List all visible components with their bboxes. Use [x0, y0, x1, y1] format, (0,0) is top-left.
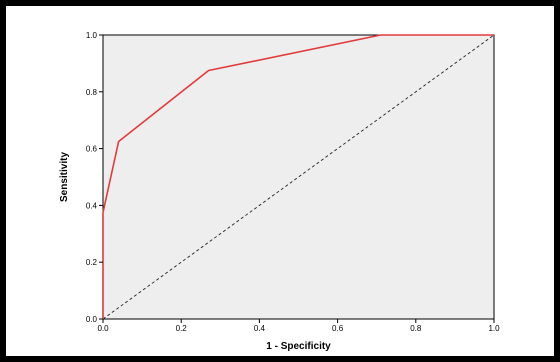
y-tick-label: 0.2	[86, 258, 98, 267]
x-tick-label: 0.6	[332, 324, 344, 333]
reference-line-layer	[102, 34, 495, 320]
roc-curve-layer	[102, 34, 494, 319]
y-tick-label: 0.6	[86, 145, 98, 154]
x-tick-label: 0.0	[97, 324, 109, 333]
y-axis-title: Sensitivity	[59, 152, 70, 202]
roc-curve-line	[102, 34, 494, 319]
x-tick-label: 0.8	[410, 324, 422, 333]
y-tick-label: 0.8	[86, 88, 98, 97]
y-tick-label: 1.0	[86, 31, 98, 40]
y-tick-label: 0.0	[86, 315, 98, 324]
reference-diagonal-line	[102, 34, 495, 320]
x-tick-label: 0.4	[254, 324, 266, 333]
x-axis: 0.0 0.2 0.4 0.6 0.8 1.0	[97, 319, 500, 333]
y-tick-label: 0.4	[86, 201, 98, 210]
x-tick-label: 1.0	[488, 324, 500, 333]
x-axis-title: 1 - Specificity	[266, 341, 331, 352]
x-tick-label: 0.2	[176, 324, 188, 333]
y-axis: 0.0 0.2 0.4 0.6 0.8 1.0	[86, 31, 103, 324]
